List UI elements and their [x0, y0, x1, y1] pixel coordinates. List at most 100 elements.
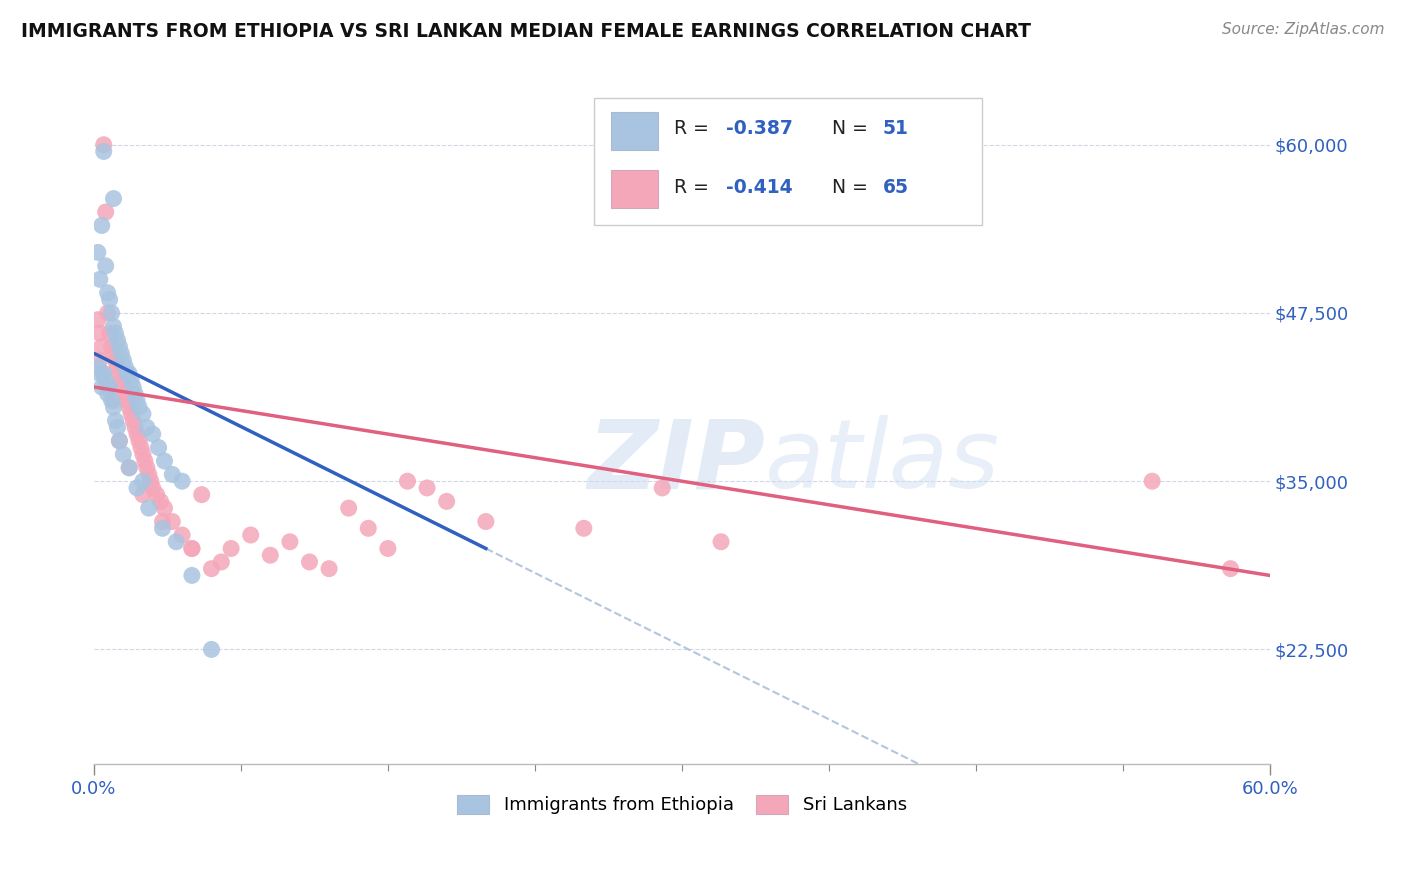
Point: [180, 541, 202, 556]
Point: [145, 488, 167, 502]
Point: [107, 333, 129, 347]
Point: [108, 367, 131, 381]
Point: [142, 427, 165, 442]
Point: [377, 541, 399, 556]
Point: [135, 460, 157, 475]
Point: [103, 346, 125, 360]
Text: N =: N =: [832, 178, 875, 197]
Point: [152, 521, 174, 535]
Point: [118, 460, 141, 475]
Point: [180, 568, 202, 582]
Point: [97, 306, 120, 320]
Point: [94, 373, 117, 387]
Point: [125, 393, 148, 408]
Point: [239, 528, 262, 542]
Point: [93, 137, 115, 152]
Point: [104, 414, 127, 428]
Point: [135, 420, 157, 434]
Point: [209, 555, 232, 569]
Point: [103, 400, 125, 414]
Point: [104, 326, 127, 340]
Point: [416, 481, 439, 495]
Text: -0.414: -0.414: [727, 178, 793, 197]
Point: [172, 528, 194, 542]
Point: [124, 420, 146, 434]
Point: [93, 367, 115, 381]
Point: [122, 414, 145, 428]
Point: [108, 434, 131, 448]
Point: [103, 192, 125, 206]
Point: [110, 373, 132, 387]
Text: Source: ZipAtlas.com: Source: ZipAtlas.com: [1222, 22, 1385, 37]
Point: [200, 562, 222, 576]
Point: [114, 359, 136, 374]
Point: [90, 219, 112, 233]
Point: [124, 386, 146, 401]
FancyBboxPatch shape: [612, 170, 658, 208]
Point: [259, 548, 281, 562]
FancyBboxPatch shape: [612, 112, 658, 150]
Point: [162, 467, 184, 482]
Point: [125, 427, 148, 442]
Point: [357, 521, 380, 535]
Point: [122, 380, 145, 394]
Text: ZIP: ZIP: [588, 416, 766, 508]
Point: [104, 353, 127, 368]
Point: [93, 145, 115, 159]
Point: [710, 534, 733, 549]
Point: [89, 326, 111, 340]
Point: [107, 420, 129, 434]
Legend: Immigrants from Ethiopia, Sri Lankans: Immigrants from Ethiopia, Sri Lankans: [449, 786, 915, 823]
Point: [97, 380, 120, 394]
Point: [87, 312, 110, 326]
Point: [118, 400, 141, 414]
Point: [148, 441, 170, 455]
Point: [396, 474, 419, 488]
Point: [100, 340, 122, 354]
Point: [98, 380, 121, 394]
Point: [1140, 474, 1163, 488]
Point: [128, 400, 150, 414]
Text: R =: R =: [673, 178, 714, 197]
Point: [90, 380, 112, 394]
Point: [153, 454, 176, 468]
Point: [97, 386, 120, 401]
Text: IMMIGRANTS FROM ETHIOPIA VS SRI LANKAN MEDIAN FEMALE EARNINGS CORRELATION CHART: IMMIGRANTS FROM ETHIOPIA VS SRI LANKAN M…: [21, 22, 1031, 41]
Point: [132, 447, 155, 461]
Point: [120, 373, 142, 387]
Point: [89, 272, 111, 286]
Point: [115, 393, 138, 408]
Text: atlas: atlas: [763, 416, 1000, 508]
Point: [172, 474, 194, 488]
Point: [89, 367, 111, 381]
Point: [87, 359, 110, 374]
Point: [97, 285, 120, 300]
Point: [337, 501, 360, 516]
Point: [90, 340, 112, 354]
Point: [436, 494, 458, 508]
Point: [200, 642, 222, 657]
Point: [128, 434, 150, 448]
Text: 51: 51: [883, 119, 908, 137]
Point: [219, 541, 242, 556]
Text: N =: N =: [832, 119, 875, 137]
Point: [94, 259, 117, 273]
Point: [180, 541, 202, 556]
Point: [114, 386, 136, 401]
Point: [87, 245, 110, 260]
Point: [318, 562, 340, 576]
Point: [112, 447, 135, 461]
Point: [153, 501, 176, 516]
Point: [138, 501, 160, 516]
Point: [165, 534, 187, 549]
Point: [125, 481, 148, 495]
Point: [107, 359, 129, 374]
Point: [132, 488, 155, 502]
Point: [110, 346, 132, 360]
Point: [132, 407, 155, 421]
Text: 65: 65: [883, 178, 908, 197]
Text: R =: R =: [673, 119, 714, 137]
Point: [139, 474, 162, 488]
Point: [190, 488, 212, 502]
Point: [98, 326, 121, 340]
